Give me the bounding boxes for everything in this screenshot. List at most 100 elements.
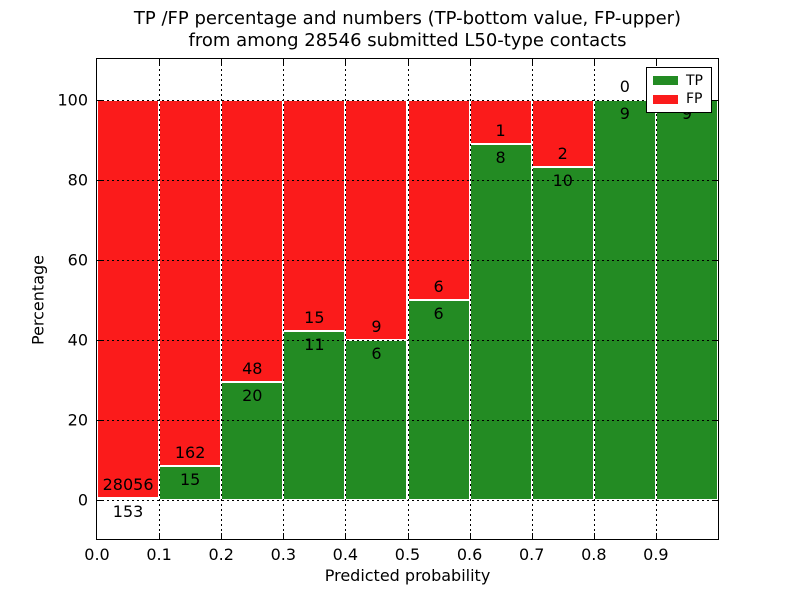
x-tick-mark-top [221, 59, 223, 65]
y-tick-label: 40 [67, 330, 88, 350]
y-tick-label: 20 [67, 410, 88, 430]
tp-count-label: 20 [242, 386, 263, 406]
y-tick-mark-left [97, 100, 103, 101]
tp-count-label: 9 [619, 104, 630, 123]
x-tick-label: 0.6 [456, 545, 483, 564]
bar-segment-tp [159, 466, 222, 500]
x-tick-mark-bottom [407, 533, 409, 539]
gridline-vertical [593, 59, 595, 539]
gridline-vertical [531, 59, 533, 539]
fp-count-label: 6 [433, 277, 444, 296]
y-tick-mark-left [97, 340, 103, 341]
y-tick-mark-right [712, 500, 718, 501]
legend-label: FP [686, 91, 703, 108]
bar-segment-fp [283, 100, 346, 331]
x-axis-label: Predicted probability [324, 566, 491, 585]
bar-segment-tp [283, 330, 346, 500]
x-tick-mark-top [159, 59, 161, 65]
tp-count-label: 153 [112, 501, 144, 521]
x-tick-label: 0.9 [643, 545, 669, 564]
tp-count-label: 11 [304, 334, 325, 354]
x-tick-label: 0.2 [208, 545, 234, 564]
x-tick-mark-top [283, 59, 285, 65]
tp-count-label: 6 [433, 304, 444, 323]
x-tick-label: 0.5 [394, 545, 421, 564]
x-tick-mark-bottom [283, 533, 285, 539]
legend: TP FP [646, 67, 712, 113]
bar-segment-fp [97, 100, 160, 498]
y-tick-mark-right [712, 180, 718, 181]
y-tick-mark-left [97, 500, 103, 501]
fp-count-label: 0 [619, 77, 630, 96]
gridline-vertical [469, 59, 471, 539]
y-tick-mark-left [97, 180, 103, 181]
y-tick-mark-left [97, 420, 103, 421]
y-tick-label: 60 [67, 250, 88, 270]
chart-title-line2: from among 28546 submitted L50-type cont… [188, 30, 627, 51]
tp-count-label: 15 [179, 470, 201, 490]
x-tick-mark-top [345, 59, 347, 65]
x-tick-mark-bottom [655, 533, 657, 539]
legend-label: TP [686, 72, 703, 89]
tp-count-label: 9 [681, 104, 693, 123]
x-tick-mark-top [593, 59, 595, 65]
y-tick-mark-right [712, 100, 718, 101]
x-tick-label: 0.8 [581, 545, 607, 564]
x-tick-mark-bottom [469, 533, 471, 539]
x-tick-mark-top [407, 59, 409, 65]
gridline-vertical [221, 59, 223, 539]
x-tick-mark-bottom [531, 533, 533, 539]
y-tick-label: 80 [67, 170, 88, 190]
x-tick-mark-top [655, 59, 657, 65]
plot-area: 28056 153 162 15 48 20 15 11 9 6 6 6 1 8 2 10 0 9 9 [96, 58, 719, 540]
x-tick-mark-bottom [221, 533, 223, 539]
x-tick-label: 0.0 [84, 545, 110, 564]
bar-segment-fp [345, 100, 408, 340]
y-tick-mark-right [712, 340, 718, 341]
fp-count-label: 1 [495, 121, 506, 141]
bar-segment-fp [531, 100, 594, 167]
x-tick-label: 0.7 [518, 545, 545, 564]
x-tick-mark-top [531, 59, 533, 65]
y-tick-mark-right [712, 420, 718, 421]
tp-swatch-icon [653, 76, 678, 86]
bar-segment-tp [407, 300, 470, 500]
fp-swatch-icon [653, 94, 678, 104]
fp-count-label: 28056 [102, 474, 154, 494]
fp-count-label: 2 [557, 143, 568, 163]
fp-count-label: 48 [242, 359, 263, 379]
gridline-vertical [407, 59, 409, 539]
x-tick-label: 0.4 [332, 545, 359, 564]
legend-entry: FP [653, 91, 705, 107]
tp-count-label: 10 [552, 170, 573, 190]
legend-entry: TP [653, 73, 705, 89]
gridline-vertical [345, 59, 347, 539]
bar-segment-tp [655, 100, 718, 500]
bar-segment-tp [469, 144, 532, 500]
x-tick-label: 0.3 [270, 545, 297, 564]
tp-count-label: 8 [495, 148, 506, 168]
x-tick-mark-bottom [159, 533, 161, 539]
chart-title: TP /FP percentage and numbers (TP-bottom… [96, 8, 719, 52]
bar-segment-tp [593, 100, 656, 500]
bar-segment-tp [97, 497, 160, 500]
tp-count-label: 6 [371, 344, 382, 363]
x-tick-mark-bottom [345, 533, 347, 539]
y-tick-label: 100 [57, 90, 88, 110]
bar-segment-fp [159, 100, 222, 467]
y-tick-mark-right [712, 260, 718, 261]
y-tick-label: 0 [77, 490, 88, 510]
y-axis-label: Percentage [28, 254, 48, 346]
chart-title-line1: TP /FP percentage and numbers (TP-bottom… [133, 8, 682, 29]
x-tick-mark-top [469, 59, 471, 65]
gridline-vertical [159, 59, 161, 539]
bar-segment-fp [221, 100, 284, 383]
gridline-vertical [283, 59, 285, 539]
y-tick-mark-left [97, 260, 103, 261]
fp-count-label: 15 [304, 307, 325, 327]
bar-segment-tp [531, 166, 594, 500]
bar-segment-fp [407, 100, 470, 300]
fp-count-label: 9 [371, 317, 382, 336]
x-tick-label: 0.1 [146, 545, 172, 564]
